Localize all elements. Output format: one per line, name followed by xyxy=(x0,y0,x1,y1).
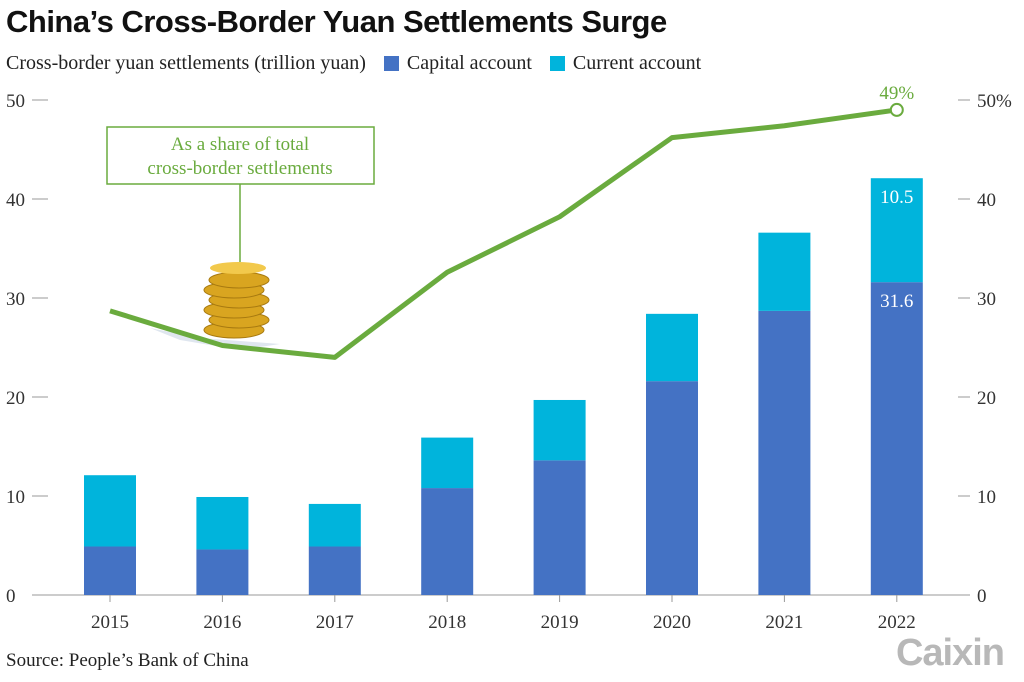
legend-swatch-current xyxy=(549,56,565,71)
x-tick-label: 2018 xyxy=(428,612,466,633)
bar-capital-2017 xyxy=(308,546,361,595)
bar-current-2022 xyxy=(870,178,923,283)
chart-title: China’s Cross-Border Yuan Settlements Su… xyxy=(6,4,667,39)
bar-capital-2020 xyxy=(646,381,698,595)
x-tick-label: 2021 xyxy=(765,612,803,633)
data-label-capital-2022: 31.6 xyxy=(880,291,913,312)
legend-current: Current account xyxy=(549,52,702,75)
bar-capital-2022 xyxy=(870,282,923,595)
bar-current-2019 xyxy=(533,399,586,461)
y-tick-label: 20 xyxy=(6,388,25,409)
bar-capital-2016 xyxy=(196,549,249,595)
x-tick-label: 2015 xyxy=(91,612,129,633)
y2-tick-label: 0 xyxy=(977,586,987,607)
caixin-logo: Caixin xyxy=(895,632,1005,674)
y2-tick-label: 10 xyxy=(977,487,996,508)
legend-swatch-capital xyxy=(383,56,399,71)
y-tick-label: 0 xyxy=(6,586,16,607)
data-label-current-2022: 10.5 xyxy=(880,187,913,208)
bar-current-2021 xyxy=(758,232,811,311)
bar-capital-2021 xyxy=(758,310,811,595)
bar-capital-2018 xyxy=(421,488,474,595)
x-tick-label: 2019 xyxy=(541,612,579,633)
legend-capital: Capital account xyxy=(383,52,532,75)
y-tick-label: 10 xyxy=(6,487,25,508)
y2-tick-label: 20 xyxy=(977,388,996,409)
legend-label-current: Current account xyxy=(572,52,702,74)
annotation-line-1: As a share of total xyxy=(171,134,309,155)
annotation-box xyxy=(106,126,375,185)
x-tick-label: 2020 xyxy=(653,612,691,633)
data-label-share-2022: 49% xyxy=(879,83,914,104)
x-tick-label: 2016 xyxy=(203,612,241,633)
y-tick-label: 40 xyxy=(6,190,25,211)
x-tick-label: 2017 xyxy=(316,612,354,633)
bar-current-2018 xyxy=(421,437,474,489)
bar-current-2016 xyxy=(196,496,249,550)
legend: Cross-border yuan settlements (trillion … xyxy=(6,52,701,75)
annotation-line-2: cross-border settlements xyxy=(147,158,332,179)
bar-capital-2015 xyxy=(84,546,136,595)
bar-current-2020 xyxy=(646,313,698,382)
coin-icon xyxy=(208,271,270,289)
bar-capital-2019 xyxy=(533,460,586,595)
legend-label-capital: Capital account xyxy=(406,52,532,74)
bar-current-2017 xyxy=(308,503,361,547)
y-tick-label: 30 xyxy=(6,289,25,310)
coin-top-icon xyxy=(210,262,266,274)
share-line xyxy=(109,107,898,360)
coin-shadow xyxy=(150,328,280,350)
bar-current-2015 xyxy=(84,475,136,547)
y2-tick-label: 50% xyxy=(977,91,1012,112)
x-tick-label: 2022 xyxy=(878,612,916,633)
y-tick-label: 50 xyxy=(6,91,25,112)
y2-tick-label: 40 xyxy=(977,190,996,211)
y-axis-label: Cross-border yuan settlements (trillion … xyxy=(6,52,366,74)
y2-tick-label: 30 xyxy=(977,289,996,310)
source-note: Source: People’s Bank of China xyxy=(6,650,249,671)
share-point-2022 xyxy=(889,102,904,117)
